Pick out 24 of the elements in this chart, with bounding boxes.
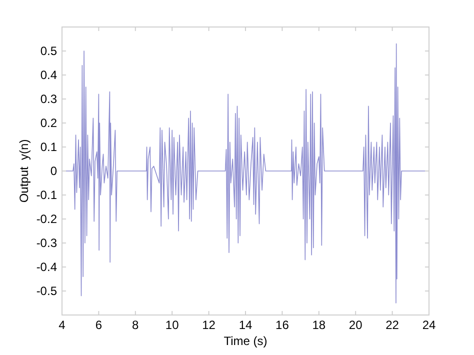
- y-tick-label: -0.1: [36, 188, 58, 202]
- x-tick-label: 18: [312, 318, 326, 332]
- x-tick-label: 14: [238, 318, 252, 332]
- y-tick-label: -0.2: [36, 212, 58, 226]
- y-tick-label: 0.2: [40, 116, 58, 130]
- x-tick-label: 6: [95, 318, 102, 332]
- y-tick-label: 0.5: [40, 44, 58, 58]
- x-tick-label: 22: [386, 318, 400, 332]
- x-tick-label: 20: [348, 318, 363, 332]
- y-tick-label: 0.3: [40, 92, 58, 106]
- y-tick-label: 0: [50, 164, 58, 178]
- x-tick-label: 16: [276, 318, 290, 332]
- x-tick-label: 24: [422, 318, 436, 332]
- x-tick-label: 10: [165, 318, 180, 332]
- x-tick-label: 12: [202, 318, 216, 332]
- x-axis-title: Time (s): [224, 334, 268, 348]
- x-tick-label: 4: [58, 318, 66, 332]
- y-tick-label: 0.1: [40, 140, 58, 154]
- x-tick-label: 8: [132, 318, 140, 332]
- y-tick-label: -0.5: [36, 284, 58, 298]
- y-tick-label: 0.4: [40, 68, 58, 82]
- y-axis-title: Output y(n): [17, 139, 31, 203]
- y-tick-label: -0.3: [36, 236, 58, 250]
- y-tick-label: -0.4: [36, 260, 58, 274]
